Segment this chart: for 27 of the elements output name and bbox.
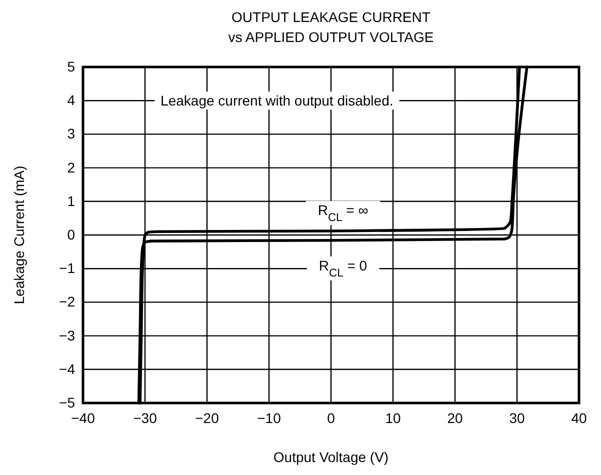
y-tick-label: 5: [67, 58, 76, 74]
x-tick-label: 30: [509, 410, 525, 426]
x-tick-label: 0: [327, 410, 336, 426]
x-axis-title: Output Voltage (V): [273, 449, 389, 465]
y-tick-label: 4: [67, 92, 76, 108]
x-tick-label: 20: [447, 410, 463, 426]
x-tick-label: −30: [133, 410, 158, 426]
y-tick-label: 2: [67, 159, 76, 176]
y-tick-label: 3: [67, 126, 76, 142]
y-tick-label: 1: [67, 192, 76, 209]
y-tick-label: −2: [59, 294, 76, 310]
y-tick-label: −4: [59, 360, 76, 377]
y-axis-title: Leakage Current (mA): [11, 166, 27, 304]
annotation: Leakage current with output disabled.: [160, 92, 394, 109]
series-label: R$_{CL}$ = ∞: [318, 202, 368, 224]
x-tick-label: 10: [385, 410, 401, 426]
x-tick-label: 40: [571, 410, 587, 426]
series-label: R$_{CL}$ = 0: [318, 257, 368, 280]
chart-subtitle: vs APPLIED OUTPUT VOLTAGE: [228, 29, 434, 45]
x-tick-label: −10: [257, 410, 282, 426]
x-tick-label: −20: [195, 410, 220, 426]
y-tick-label: 0: [67, 226, 76, 242]
x-tick-label: −40: [71, 410, 96, 426]
y-tick-label: −3: [59, 327, 76, 344]
y-tick-label: −1: [59, 260, 76, 276]
y-tick-label: −5: [59, 394, 76, 410]
chart-title: OUTPUT LEAKAGE CURRENT: [232, 9, 431, 25]
